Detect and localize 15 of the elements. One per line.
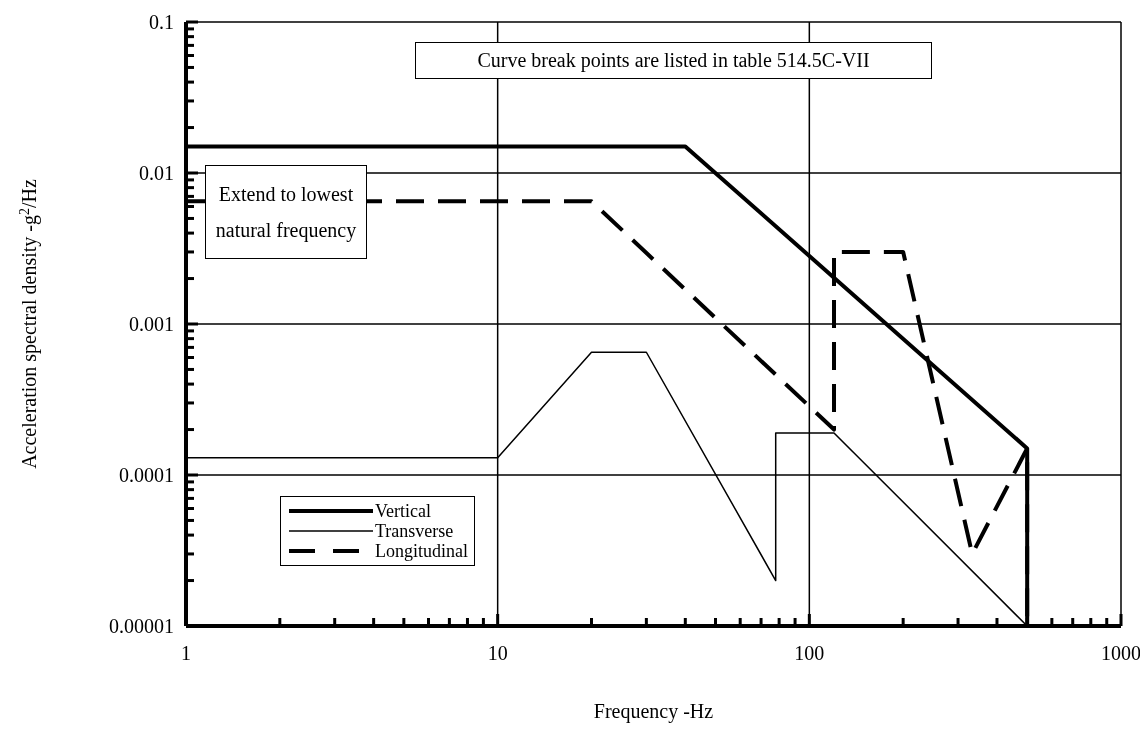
x-tick-label: 1000 xyxy=(1101,642,1141,664)
y-tick-label: 0.01 xyxy=(139,162,174,184)
legend-label: Vertical xyxy=(375,501,431,521)
legend-label: Transverse xyxy=(375,521,454,541)
x-tick-label: 100 xyxy=(794,642,825,664)
legend-label: Longitudinal xyxy=(375,541,468,561)
y-tick-label: 0.00001 xyxy=(109,615,174,637)
note-box: Extend to lowest natural frequency xyxy=(205,165,367,259)
y-tick-label: 0.0001 xyxy=(119,464,174,486)
x-tick-label: 1 xyxy=(181,642,191,664)
y-tick-label: 0.1 xyxy=(149,11,174,33)
x-axis-title: Frequency -Hz xyxy=(593,700,714,723)
note-box: Curve break points are listed in table 514.5C-VII xyxy=(415,42,932,79)
y-tick-label: 0.001 xyxy=(129,313,174,335)
x-tick-label: 10 xyxy=(487,642,508,664)
